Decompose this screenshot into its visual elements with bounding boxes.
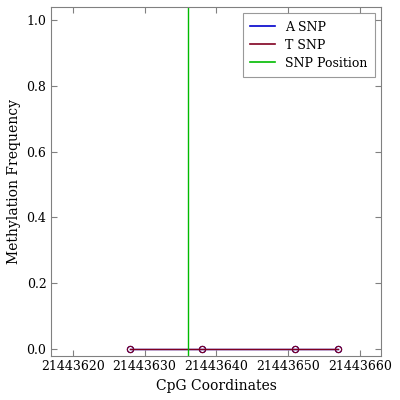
Legend: A SNP, T SNP, SNP Position: A SNP, T SNP, SNP Position [243,13,375,77]
A SNP [293,347,298,352]
A SNP [200,347,204,352]
Y-axis label: Methylation Frequency: Methylation Frequency [7,99,21,264]
X-axis label: CpG Coordinates: CpG Coordinates [156,379,277,393]
T SNP [336,347,341,352]
A SNP [128,347,132,352]
Line: A SNP: A SNP [127,346,342,352]
T SNP [293,347,298,352]
T SNP [200,347,204,352]
Line: T SNP: T SNP [127,346,342,352]
A SNP [336,347,341,352]
T SNP [128,347,132,352]
